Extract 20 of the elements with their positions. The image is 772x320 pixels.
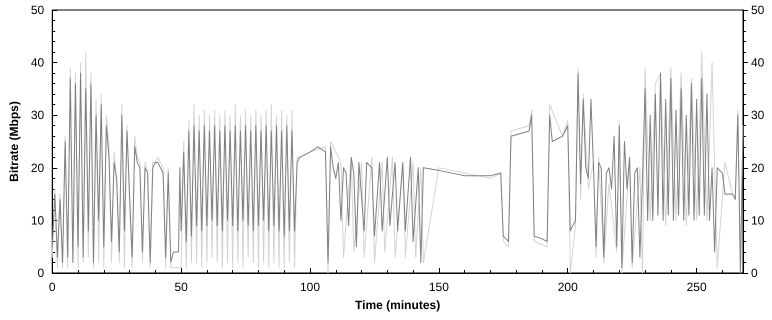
y-tick-label: 50 xyxy=(30,3,45,17)
y-tick-label: 30 xyxy=(30,108,45,122)
y2-tick-label: 30 xyxy=(751,108,765,122)
y2-tick-label: 0 xyxy=(751,266,758,280)
y-tick-label: 10 xyxy=(30,213,45,228)
x-tick-label: 50 xyxy=(174,280,188,294)
y2-tick-label: 10 xyxy=(751,213,765,228)
y-axis-title: Bitrate (Mbps) xyxy=(7,101,21,182)
x-tick-label: 250 xyxy=(686,280,707,294)
y2-tick-label: 50 xyxy=(751,3,765,17)
y-tick-label: 0 xyxy=(38,266,45,280)
y-tick-label: 40 xyxy=(30,56,45,70)
y2-tick-label: 40 xyxy=(751,56,765,70)
x-tick-label: 0 xyxy=(48,280,56,294)
y2-tick-label: 20 xyxy=(751,160,765,175)
x-tick-label: 100 xyxy=(300,280,320,294)
x-axis-title: Time (minutes) xyxy=(355,298,440,312)
x-tick-label: 150 xyxy=(428,280,450,294)
y-tick-label: 20 xyxy=(30,160,45,175)
x-tick-label: 200 xyxy=(558,280,578,294)
